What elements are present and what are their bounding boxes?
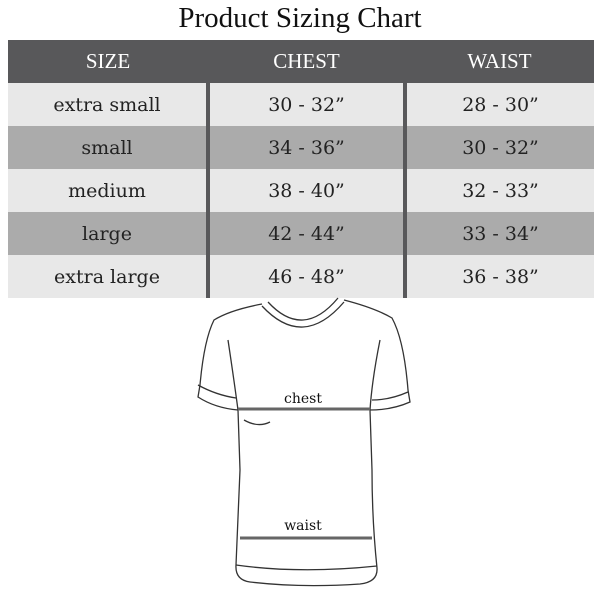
header-size: SIZE [8,40,208,83]
table-header: SIZE CHEST WAIST [8,40,594,83]
table-row: small 34 - 36” 30 - 32” [8,126,594,169]
header-chest: CHEST [208,40,405,83]
waist-cell: 33 - 34” [403,212,594,255]
chest-cell: 42 - 44” [206,212,405,255]
table-row: large 42 - 44” 33 - 34” [8,212,594,255]
size-cell: small [8,126,208,169]
waist-cell: 36 - 38” [403,255,594,298]
chest-cell: 46 - 48” [206,255,405,298]
size-cell: medium [8,169,208,212]
chest-cell: 30 - 32” [206,83,405,126]
chest-cell: 34 - 36” [206,126,405,169]
waist-cell: 32 - 33” [403,169,594,212]
sizing-table: SIZE CHEST WAIST extra small 30 - 32” 28… [8,40,594,298]
size-cell: large [8,212,208,255]
tshirt-outline-icon [197,297,411,587]
size-cell: extra large [8,255,208,298]
chest-cell: 38 - 40” [206,169,405,212]
waist-cell: 30 - 32” [403,126,594,169]
waist-label: waist [284,518,322,534]
page-title: Product Sizing Chart [178,2,422,34]
size-cell: extra small [8,83,208,126]
table-row: medium 38 - 40” 32 - 33” [8,169,594,212]
table-row: extra small 30 - 32” 28 - 30” [8,83,594,126]
table-row: extra large 46 - 48” 36 - 38” [8,255,594,298]
header-waist: WAIST [405,40,594,83]
waist-cell: 28 - 30” [403,83,594,126]
chest-label: chest [284,391,322,407]
